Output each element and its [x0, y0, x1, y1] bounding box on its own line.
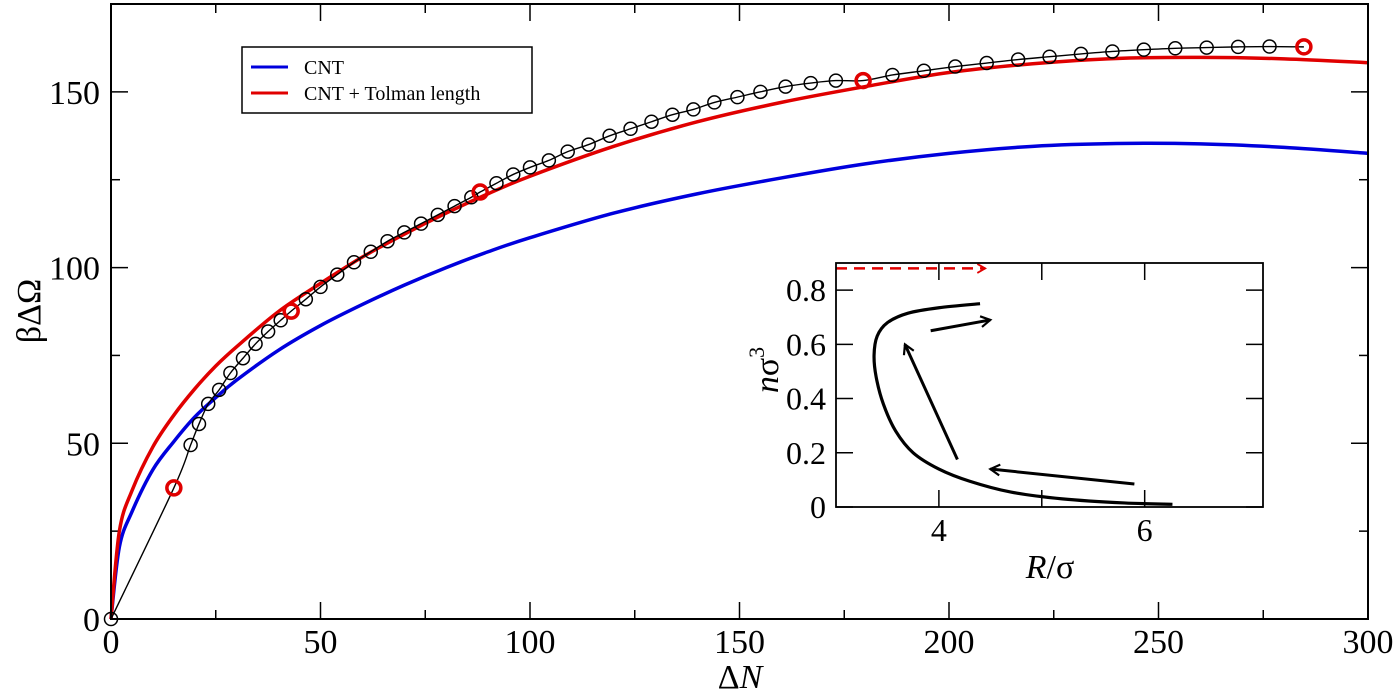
inset-y-tick-label: 0.2 [786, 435, 826, 471]
data-point [979, 55, 994, 71]
legend-label: CNT + Tolman length [304, 83, 480, 105]
inset-arrow [988, 463, 1135, 486]
data-point [1105, 44, 1120, 59]
x-tick-label: 150 [714, 624, 765, 661]
data-point [191, 416, 207, 432]
data-point [330, 267, 345, 282]
data-point [665, 107, 680, 122]
inset-x-tick-label: 4 [931, 512, 947, 548]
data-point [916, 63, 932, 79]
data-point [885, 67, 900, 83]
inset-y-tick-label: 0.8 [786, 272, 826, 308]
data-point [644, 114, 659, 129]
y-tick-label: 100 [49, 251, 100, 288]
data-point [200, 396, 216, 412]
data-point [183, 437, 198, 453]
data-point [1042, 49, 1057, 64]
highlighted-point [165, 479, 183, 497]
data-point [346, 255, 362, 270]
data-point [313, 279, 328, 295]
data-point [948, 59, 963, 74]
inset-y-tick-label: 0 [810, 489, 826, 525]
data-point [753, 84, 768, 100]
data-point [623, 121, 638, 137]
highlighted-point [471, 183, 489, 201]
data-point [1230, 39, 1246, 55]
data-point [430, 207, 446, 223]
data-point [1262, 39, 1277, 54]
data-point [489, 175, 504, 191]
data-point [248, 336, 263, 352]
data-point [581, 137, 596, 152]
inset-background [836, 263, 1263, 507]
data-point [1136, 42, 1152, 57]
x-tick-label: 200 [924, 624, 975, 661]
inset-y-tick-label: 0.4 [786, 381, 826, 417]
data-point [363, 244, 379, 260]
y-tick-label: 150 [49, 75, 100, 112]
data-point [541, 153, 557, 168]
inset-x-axis-title: R/σ [1025, 549, 1075, 586]
highlighted-point [282, 302, 300, 320]
inset-x-tick-label: 6 [1137, 512, 1153, 548]
x-axis-title: ΔN [718, 659, 765, 692]
inset-y-axis-title-sup: 3 [744, 347, 769, 358]
inset-x-axis-title-var: R [1025, 549, 1047, 586]
data-point [298, 291, 314, 307]
plot-frame [110, 3, 1369, 620]
x-axis-title-var: N [739, 659, 765, 692]
data-point [223, 365, 238, 381]
data-point [730, 89, 745, 105]
legend-box [241, 46, 533, 114]
data-point [505, 167, 521, 182]
data-point [707, 95, 722, 110]
inset-frame [835, 262, 1264, 508]
inset-density-curve [872, 302, 1173, 506]
data-point [380, 233, 395, 249]
data-point [397, 225, 412, 240]
x-tick-label: 100 [505, 624, 556, 661]
legend: CNT CNT + Tolman length [241, 46, 533, 114]
data-point [413, 216, 429, 231]
data-point [686, 102, 701, 117]
x-tick-label: 250 [1133, 624, 1184, 661]
x-tick-label: 50 [304, 624, 338, 661]
y-tick-label: 50 [66, 426, 100, 463]
data-point [778, 79, 793, 94]
inset-y-axis-title-var: n [749, 376, 786, 393]
data-point [273, 313, 288, 328]
inset-y-tick-label: 0.6 [786, 326, 826, 362]
x-tick-label: 0 [103, 624, 120, 661]
x-axis-title-prefix: Δ [718, 659, 740, 692]
data-point [1168, 41, 1183, 56]
data-point [803, 75, 818, 91]
data-point [828, 73, 844, 88]
data-point [211, 382, 227, 398]
inset-arrow [902, 342, 959, 461]
y-axis-title: βΔΩ [11, 279, 48, 343]
inset-plot: 4 6 0 0.2 0.4 0.6 0.8 R/σ nσ3 [744, 262, 1264, 586]
data-point [235, 350, 251, 366]
inset-y-axis-title: nσ3 [744, 347, 786, 393]
data-point [1073, 46, 1089, 62]
inset-y-axis-title-suffix: σ [749, 358, 786, 376]
inset-arrow [930, 315, 993, 333]
data-point [560, 144, 575, 159]
data-point [1010, 52, 1026, 67]
data-point [447, 198, 462, 214]
highlighted-point [1295, 38, 1313, 56]
highlighted-point [854, 71, 872, 90]
series-line-cnt [109, 141, 1369, 620]
legend-label: CNT [304, 57, 344, 79]
data-point [602, 128, 617, 144]
data-point [260, 324, 276, 339]
y-tick-label: 0 [83, 602, 100, 639]
x-tick-label: 300 [1343, 624, 1394, 661]
data-point [522, 160, 538, 175]
data-point [1199, 40, 1214, 55]
inset-x-axis-title-suffix: /σ [1047, 549, 1075, 586]
